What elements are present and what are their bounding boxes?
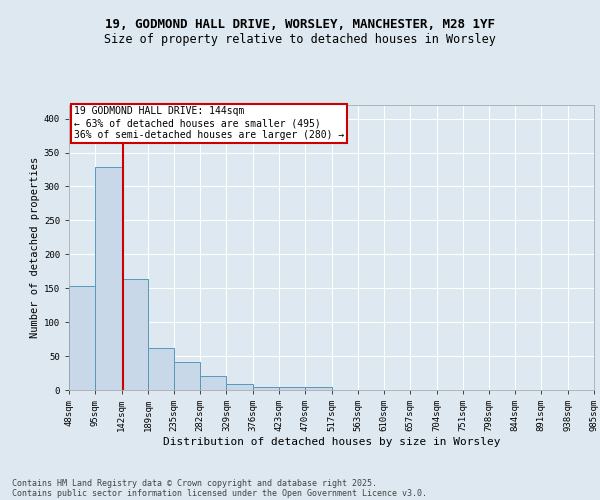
Bar <box>200 376 226 390</box>
Bar <box>69 286 95 390</box>
Text: Contains public sector information licensed under the Open Government Licence v3: Contains public sector information licen… <box>12 488 427 498</box>
Bar <box>148 348 174 390</box>
Bar <box>253 386 279 390</box>
X-axis label: Distribution of detached houses by size in Worsley: Distribution of detached houses by size … <box>163 437 500 447</box>
Text: 19 GODMOND HALL DRIVE: 144sqm
← 63% of detached houses are smaller (495)
36% of : 19 GODMOND HALL DRIVE: 144sqm ← 63% of d… <box>74 106 344 140</box>
Text: 19, GODMOND HALL DRIVE, WORSLEY, MANCHESTER, M28 1YF: 19, GODMOND HALL DRIVE, WORSLEY, MANCHES… <box>105 18 495 30</box>
Y-axis label: Number of detached properties: Number of detached properties <box>29 157 40 338</box>
Bar <box>122 280 148 390</box>
Bar <box>305 386 332 390</box>
Text: Contains HM Land Registry data © Crown copyright and database right 2025.: Contains HM Land Registry data © Crown c… <box>12 478 377 488</box>
Bar <box>279 386 305 390</box>
Bar <box>95 168 122 390</box>
Bar <box>226 384 253 390</box>
Bar <box>174 362 200 390</box>
Text: Size of property relative to detached houses in Worsley: Size of property relative to detached ho… <box>104 32 496 46</box>
